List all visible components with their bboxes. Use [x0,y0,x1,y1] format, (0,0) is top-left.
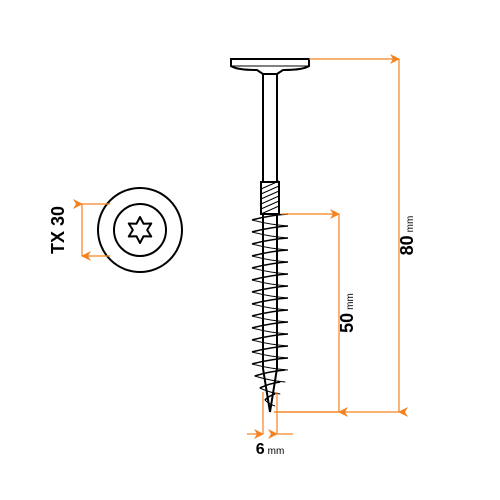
screw-side-view [231,59,309,412]
drive-top-view: TX 30 [48,188,182,272]
dim-thread-length: 50mm [337,293,357,333]
dim-width: 6mm [256,441,285,458]
drive-label: TX 30 [48,206,68,254]
dim-total-length: 80mm [397,216,417,256]
